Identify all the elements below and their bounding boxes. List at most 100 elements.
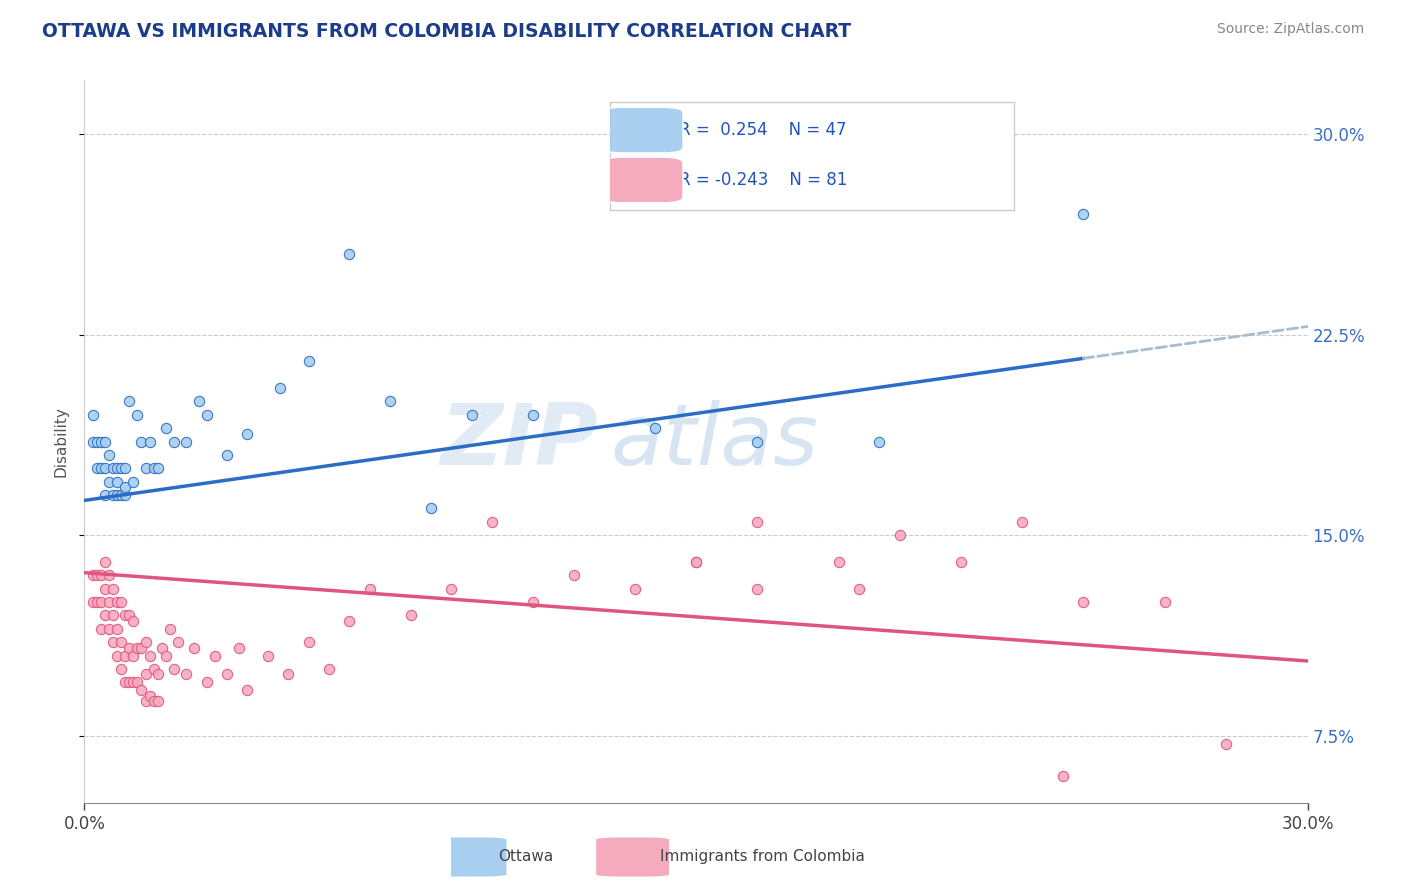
Point <box>114 608 136 623</box>
Point <box>135 461 157 475</box>
Point <box>142 461 165 475</box>
Point <box>90 461 112 475</box>
Point <box>97 475 120 489</box>
Point <box>522 595 544 609</box>
Point <box>114 480 136 494</box>
Point <box>135 667 157 681</box>
Text: atlas: atlas <box>610 400 818 483</box>
Point <box>110 595 132 609</box>
Point <box>228 640 250 655</box>
Point <box>174 667 197 681</box>
Point <box>118 608 141 623</box>
Point <box>97 595 120 609</box>
Point <box>828 555 851 569</box>
Point <box>277 667 299 681</box>
Point <box>146 694 169 708</box>
Point <box>685 555 707 569</box>
Point <box>97 622 120 636</box>
Point <box>183 640 205 655</box>
Point <box>1073 207 1095 221</box>
Point <box>105 461 128 475</box>
Point <box>118 394 141 409</box>
Point <box>236 683 259 698</box>
Point <box>105 488 128 502</box>
Y-axis label: Disability: Disability <box>53 406 69 477</box>
Point <box>1052 769 1074 783</box>
Point <box>685 555 707 569</box>
Point <box>101 608 124 623</box>
Point <box>138 648 160 663</box>
Point <box>131 640 153 655</box>
Point <box>90 434 112 449</box>
Point <box>339 247 361 261</box>
Point <box>118 640 141 655</box>
Point <box>114 675 136 690</box>
Text: ZIP: ZIP <box>440 400 598 483</box>
Point <box>110 461 132 475</box>
Point <box>1073 595 1095 609</box>
Point <box>298 354 321 368</box>
Point <box>461 408 484 422</box>
Point <box>101 461 124 475</box>
Point <box>127 675 149 690</box>
Point <box>624 582 647 596</box>
Point <box>131 434 153 449</box>
Point <box>269 381 291 395</box>
Point <box>481 515 503 529</box>
Point <box>101 635 124 649</box>
Point <box>122 675 145 690</box>
Point <box>138 689 160 703</box>
Point <box>93 488 115 502</box>
Point <box>127 408 149 422</box>
Point <box>86 568 108 582</box>
Point <box>105 622 128 636</box>
Point <box>236 426 259 441</box>
Point <box>131 683 153 698</box>
Point <box>420 501 443 516</box>
Point <box>889 528 911 542</box>
Point <box>105 648 128 663</box>
Point <box>82 434 104 449</box>
Point <box>159 622 181 636</box>
Point <box>195 408 218 422</box>
Point <box>105 475 128 489</box>
Point <box>1154 595 1177 609</box>
Point <box>97 448 120 462</box>
Point <box>155 648 177 663</box>
Point <box>747 434 769 449</box>
Point <box>90 568 112 582</box>
Point <box>86 461 108 475</box>
Point <box>155 421 177 435</box>
Point <box>110 635 132 649</box>
Point <box>82 595 104 609</box>
Point <box>122 614 145 628</box>
Point <box>562 568 585 582</box>
Point <box>114 648 136 663</box>
Point <box>217 448 239 462</box>
Point <box>138 434 160 449</box>
Point <box>1215 737 1237 751</box>
Point <box>150 640 173 655</box>
Point <box>217 667 239 681</box>
Point <box>110 662 132 676</box>
Point <box>93 461 115 475</box>
Point <box>187 394 209 409</box>
Point <box>399 608 422 623</box>
Point <box>747 582 769 596</box>
Point <box>101 488 124 502</box>
Point <box>257 648 280 663</box>
Point <box>114 461 136 475</box>
Point <box>174 434 197 449</box>
Point <box>114 488 136 502</box>
Point <box>93 555 115 569</box>
Point <box>950 555 973 569</box>
Point <box>122 475 145 489</box>
Point <box>339 614 361 628</box>
Point <box>167 635 190 649</box>
Point <box>93 434 115 449</box>
Point <box>318 662 340 676</box>
Point <box>82 408 104 422</box>
Point <box>93 608 115 623</box>
Point <box>298 635 321 649</box>
Point <box>110 488 132 502</box>
